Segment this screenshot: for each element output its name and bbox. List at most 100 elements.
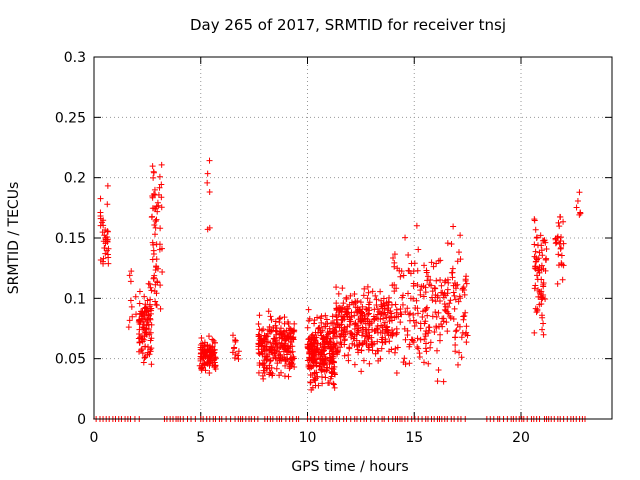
data-point xyxy=(149,163,156,170)
data-point xyxy=(414,335,421,342)
data-point xyxy=(344,311,351,318)
data-point xyxy=(256,312,263,319)
data-point xyxy=(337,344,344,351)
x-tick-label: 15 xyxy=(405,430,423,446)
data-point xyxy=(372,292,379,299)
data-point xyxy=(534,307,541,314)
data-point xyxy=(348,330,355,337)
data-point xyxy=(315,382,322,389)
data-point xyxy=(538,293,545,300)
data-point xyxy=(136,348,143,355)
data-point xyxy=(127,297,134,304)
data-point xyxy=(380,315,387,322)
data-point xyxy=(310,363,317,370)
data-point xyxy=(394,265,401,272)
data-point xyxy=(326,325,333,332)
data-point xyxy=(312,359,319,366)
data-point xyxy=(266,328,273,335)
data-point xyxy=(417,336,424,343)
data-point xyxy=(389,327,396,334)
data-point xyxy=(304,324,311,331)
data-point xyxy=(129,313,136,320)
data-point xyxy=(273,331,280,338)
chart-title: Day 265 of 2017, SRMTID for receiver tns… xyxy=(190,16,506,34)
data-point xyxy=(414,344,421,351)
data-point xyxy=(576,211,583,218)
y-tick-label: 0.05 xyxy=(55,352,86,368)
data-point xyxy=(383,299,390,306)
data-point xyxy=(271,336,278,343)
data-point xyxy=(369,341,376,348)
data-point xyxy=(138,313,145,320)
data-point xyxy=(291,320,298,327)
data-point xyxy=(125,324,132,331)
data-point xyxy=(132,293,139,300)
data-point xyxy=(450,223,457,230)
data-point xyxy=(142,353,149,360)
data-point xyxy=(362,326,369,333)
data-point xyxy=(533,235,540,242)
data-point xyxy=(151,272,158,279)
data-point xyxy=(270,340,277,347)
data-point xyxy=(391,281,398,288)
data-point xyxy=(555,219,562,226)
data-point xyxy=(289,348,296,355)
data-point xyxy=(400,272,407,279)
data-point xyxy=(405,251,412,258)
data-point xyxy=(438,320,445,327)
data-point xyxy=(255,340,262,347)
data-point xyxy=(371,315,378,322)
data-point xyxy=(321,323,328,330)
data-point xyxy=(147,296,154,303)
data-point xyxy=(147,284,154,291)
data-point xyxy=(323,316,330,323)
data-point xyxy=(368,320,375,327)
data-point xyxy=(336,304,343,311)
data-point xyxy=(257,335,264,342)
data-point xyxy=(538,247,545,254)
data-point xyxy=(284,356,291,363)
data-point xyxy=(554,280,561,287)
data-point xyxy=(386,348,393,355)
data-point xyxy=(99,258,106,265)
data-point xyxy=(540,331,547,338)
data-point xyxy=(444,286,451,293)
data-point xyxy=(326,354,333,361)
data-point xyxy=(152,218,159,225)
data-point xyxy=(350,335,357,342)
data-point xyxy=(462,309,469,316)
data-point xyxy=(427,339,434,346)
data-point xyxy=(420,293,427,300)
data-point xyxy=(459,286,466,293)
data-point xyxy=(451,292,458,299)
data-point xyxy=(198,365,205,372)
data-point xyxy=(427,344,434,351)
data-point xyxy=(423,306,430,313)
data-point xyxy=(321,344,328,351)
data-point xyxy=(397,273,404,280)
data-point xyxy=(153,302,160,309)
data-point xyxy=(288,330,295,337)
data-point xyxy=(284,348,291,355)
data-point xyxy=(309,331,316,338)
data-point xyxy=(409,337,416,344)
data-point xyxy=(532,266,539,273)
data-point xyxy=(351,333,358,340)
data-point xyxy=(259,361,266,368)
data-point xyxy=(232,351,239,358)
data-point xyxy=(104,182,111,189)
data-point xyxy=(384,329,391,336)
data-point xyxy=(441,301,448,308)
data-point xyxy=(540,320,547,327)
data-point xyxy=(152,281,159,288)
data-point xyxy=(158,181,165,188)
data-point xyxy=(97,222,104,229)
data-point xyxy=(331,384,338,391)
data-point xyxy=(276,348,283,355)
data-point xyxy=(361,337,368,344)
data-point xyxy=(434,294,441,301)
data-point xyxy=(274,360,281,367)
data-point xyxy=(141,336,148,343)
data-point xyxy=(553,239,560,246)
y-tick-label: 0.15 xyxy=(55,231,86,247)
